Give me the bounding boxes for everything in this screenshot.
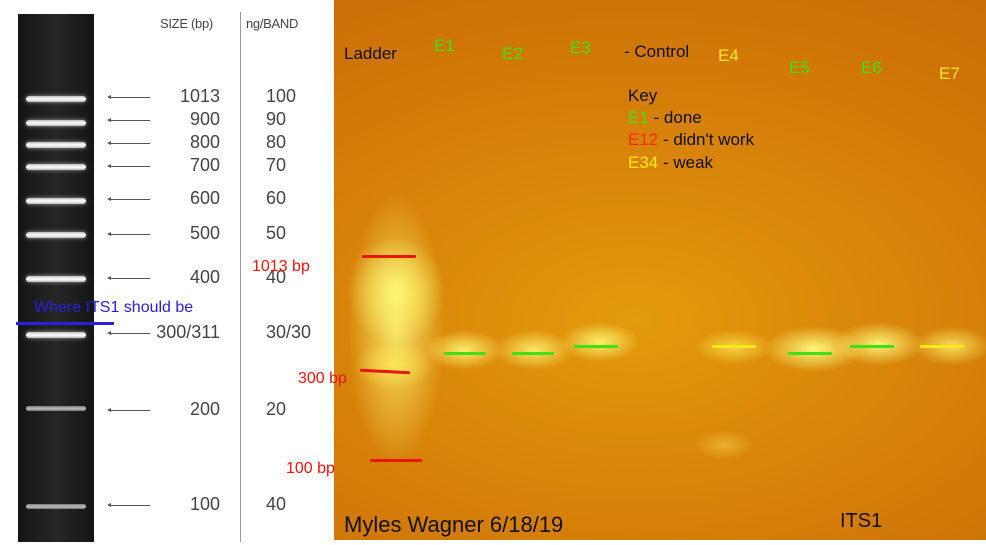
lane-label-e5: E5 bbox=[789, 58, 810, 77]
arrow-icon bbox=[107, 503, 150, 507]
band-size: 1013 bbox=[179, 86, 220, 106]
reference-band bbox=[26, 504, 86, 509]
its1-note: Where ITS1 should be bbox=[34, 299, 194, 316]
lane-label-e3: E3 bbox=[570, 38, 591, 57]
reference-band bbox=[26, 142, 86, 148]
key-text: - weak bbox=[658, 153, 714, 172]
arrow-icon bbox=[107, 141, 150, 145]
key-item: E12 - didn't work bbox=[628, 130, 754, 150]
gel-image: Ladder E1 E2 E3 - Control E4 E5 E6 E7 Ke… bbox=[334, 0, 986, 540]
band-marker-e4 bbox=[712, 345, 756, 348]
band-ng: 90 bbox=[266, 109, 287, 129]
key-code: E34 bbox=[628, 153, 659, 172]
arrow-icon bbox=[107, 95, 150, 99]
band-ng: 100 bbox=[266, 86, 297, 106]
size-header: SIZE (bp) bbox=[160, 16, 213, 31]
bp-marker-100 bbox=[370, 459, 422, 462]
reference-band bbox=[26, 406, 86, 411]
arrow-icon bbox=[107, 331, 150, 335]
reference-row: 700 70 bbox=[0, 155, 334, 177]
reference-row: 1013 100 bbox=[0, 86, 334, 108]
reference-row: 600 60 bbox=[0, 188, 334, 210]
reference-band bbox=[26, 96, 86, 102]
bp-label-300: 300 bp bbox=[298, 370, 347, 387]
reference-row: 800 80 bbox=[0, 132, 334, 154]
band-glow bbox=[560, 322, 640, 362]
key-text: - didn't work bbox=[658, 130, 755, 149]
bp-marker-1013 bbox=[362, 255, 416, 258]
reference-band bbox=[26, 276, 86, 282]
band-size: 600 bbox=[189, 188, 220, 208]
reference-row: 200 20 bbox=[0, 399, 334, 421]
key-text: - done bbox=[648, 108, 702, 127]
lane-label-e1: E1 bbox=[434, 36, 455, 55]
band-ng: 40 bbox=[266, 267, 287, 287]
band-ng: 50 bbox=[266, 223, 287, 243]
arrow-icon bbox=[107, 118, 150, 122]
band-size: 800 bbox=[189, 132, 220, 152]
gene-label: ITS1 bbox=[840, 510, 883, 532]
band-size: 700 bbox=[189, 155, 220, 175]
reference-band bbox=[26, 198, 86, 204]
reference-band bbox=[26, 232, 86, 238]
key-title: Key bbox=[628, 86, 658, 105]
lane-label-e4: E4 bbox=[718, 46, 739, 65]
arrow-icon bbox=[107, 408, 150, 412]
band-size: 400 bbox=[189, 267, 220, 287]
band-marker-e1 bbox=[444, 352, 486, 355]
arrow-icon bbox=[107, 276, 150, 280]
bp-label-1013: 1013 bp bbox=[252, 258, 310, 275]
arrow-icon bbox=[107, 164, 150, 168]
band-size: 200 bbox=[189, 399, 220, 419]
band-ng: 70 bbox=[266, 155, 287, 175]
band-marker-e2 bbox=[512, 352, 554, 355]
lane-label-e6: E6 bbox=[861, 58, 882, 77]
band-glow bbox=[424, 330, 504, 370]
band-marker-e3 bbox=[574, 345, 618, 348]
band-marker-e6 bbox=[850, 345, 894, 348]
arrow-icon bbox=[107, 232, 150, 236]
band-size: 100 bbox=[189, 494, 220, 514]
band-size: 300/311 bbox=[156, 322, 220, 342]
band-ng: 80 bbox=[266, 132, 287, 152]
arrow-icon bbox=[107, 197, 150, 201]
reference-band bbox=[26, 164, 86, 170]
bp-label-100: 100 bp bbox=[286, 460, 335, 477]
lane-label-e7: E7 bbox=[939, 64, 960, 83]
band-ng: 40 bbox=[266, 494, 287, 514]
band-ng: 30/30 bbox=[266, 322, 312, 342]
ladder-reference-panel: SIZE (bp) ng/BAND 1013 100 900 90 800 80… bbox=[0, 0, 334, 545]
ladder-glow bbox=[354, 340, 434, 390]
band-marker-e5 bbox=[788, 352, 832, 355]
band-marker-e7 bbox=[920, 345, 964, 348]
ng-per-band-header: ng/BAND bbox=[246, 16, 299, 31]
reference-row: 100 40 bbox=[0, 494, 334, 516]
reference-row: 400 40 bbox=[0, 267, 334, 289]
key-item: E34 - weak bbox=[628, 153, 713, 173]
ladder-glow bbox=[346, 236, 446, 346]
control-label: - Control bbox=[624, 42, 690, 61]
key-code: E1 bbox=[628, 108, 649, 127]
key-item: E1 - done bbox=[628, 108, 702, 128]
reference-row: 500 50 bbox=[0, 223, 334, 245]
author-date: Myles Wagner 6/18/19 bbox=[344, 512, 564, 537]
reference-band bbox=[26, 332, 86, 338]
reference-row: 300/311 30/30 bbox=[0, 322, 334, 344]
lane-label-e2: E2 bbox=[502, 44, 523, 63]
band-size: 500 bbox=[189, 223, 220, 243]
band-ng: 60 bbox=[266, 188, 287, 208]
reference-ladder-lane bbox=[18, 14, 94, 542]
band-size: 900 bbox=[189, 109, 220, 129]
reference-band bbox=[26, 120, 86, 126]
band-glow bbox=[694, 430, 754, 460]
key-code: E12 bbox=[628, 130, 659, 149]
its1-target-line bbox=[16, 322, 114, 325]
band-glow bbox=[834, 322, 924, 366]
ladder-label: Ladder bbox=[344, 44, 397, 63]
band-ng: 20 bbox=[266, 399, 287, 419]
header-divider bbox=[240, 12, 241, 542]
reference-row: 900 90 bbox=[0, 109, 334, 131]
